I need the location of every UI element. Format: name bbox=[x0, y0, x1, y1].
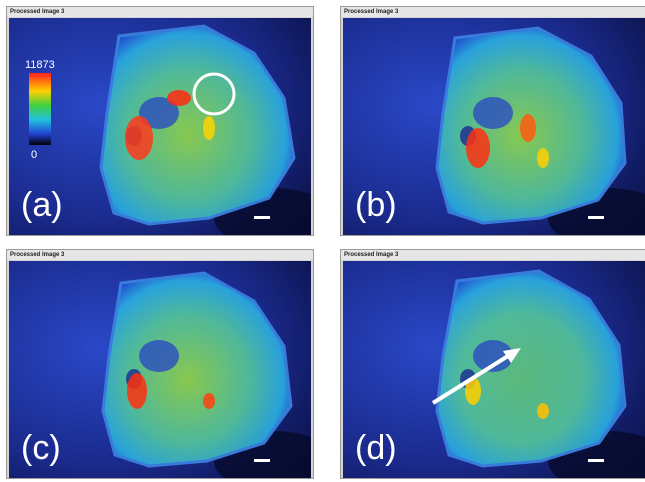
panel-label: (b) bbox=[355, 186, 397, 224]
panel-title: Processed Image 3 bbox=[341, 250, 645, 260]
scale-bar bbox=[588, 459, 604, 462]
heatmap-image: (c) bbox=[9, 261, 311, 478]
image-panel: Processed Image 3 (c) bbox=[6, 249, 314, 479]
hot-spot bbox=[537, 148, 549, 168]
hot-spot bbox=[537, 403, 549, 419]
hot-spot bbox=[203, 393, 215, 409]
colorbar bbox=[29, 73, 51, 145]
panel-label: (a) bbox=[21, 186, 63, 224]
heatmap-image: (b) bbox=[343, 18, 645, 235]
hot-spot bbox=[127, 373, 147, 409]
scale-bar bbox=[254, 216, 270, 219]
panel-title: Processed Image 3 bbox=[341, 7, 645, 17]
figure: Processed Image 3(a)118730Processed Imag… bbox=[0, 0, 645, 482]
panel-title: Processed Image 3 bbox=[7, 250, 313, 260]
panel-label: (c) bbox=[21, 429, 61, 467]
image-panel: Processed Image 3 (b) bbox=[340, 6, 645, 236]
colorbar-min: 0 bbox=[31, 149, 37, 161]
colorbar-max: 11873 bbox=[25, 59, 55, 71]
image-panel: Processed Image 3 (a) 11873 0 bbox=[6, 6, 314, 236]
scale-bar bbox=[254, 459, 270, 462]
panel-title: Processed Image 3 bbox=[7, 7, 313, 17]
panel-label: (d) bbox=[355, 429, 397, 467]
hot-spot bbox=[520, 114, 536, 142]
hot-spot bbox=[466, 128, 490, 168]
image-panel: Processed Image 3 (d) bbox=[340, 249, 645, 479]
cavity bbox=[473, 97, 513, 129]
heatmap-image: (d) bbox=[343, 261, 645, 478]
heatmap-image: (a) 11873 0 bbox=[9, 18, 311, 235]
scale-bar bbox=[588, 216, 604, 219]
hot-spot bbox=[125, 116, 153, 160]
cavity bbox=[139, 340, 179, 372]
hot-spot bbox=[203, 116, 215, 140]
hot-spot bbox=[167, 90, 191, 106]
